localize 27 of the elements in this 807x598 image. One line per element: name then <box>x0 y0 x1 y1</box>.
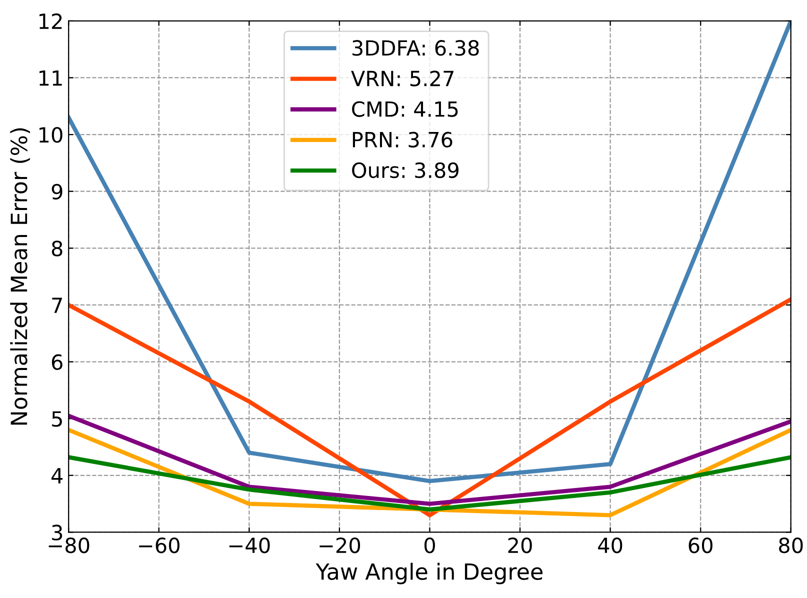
y-tick-label: 12 <box>40 13 62 29</box>
legend-label: VRN: 5.27 <box>351 70 454 86</box>
x-tick-label: 20 <box>508 537 532 554</box>
legend-label: 3DDFA: 6.38 <box>352 40 479 56</box>
x-tick-label: 60 <box>688 537 712 554</box>
y-tick-label: 5 <box>52 411 62 427</box>
y-tick-label: 7 <box>52 298 62 313</box>
line-series <box>68 297 791 518</box>
x-tick-label: 0 <box>424 537 435 554</box>
legend-label: Ours: 3.89 <box>352 162 458 178</box>
x-tick-label: −40 <box>229 537 270 554</box>
y-tick-label: 6 <box>52 354 62 370</box>
x-tick-label: −60 <box>139 537 180 554</box>
y-axis-title: Normalized Mean Error (%) <box>10 128 30 425</box>
y-tick-label: 8 <box>52 240 62 256</box>
x-tick-label: −20 <box>320 537 360 554</box>
x-tick-label: 80 <box>779 537 803 554</box>
line-series <box>68 414 791 506</box>
legend-label: PRN: 3.76 <box>352 132 452 148</box>
x-axis-title: Yaw Angle in Degree <box>316 562 542 584</box>
x-tick-label: 40 <box>598 537 622 554</box>
line-series <box>68 455 791 512</box>
y-tick-label: 9 <box>52 184 62 200</box>
y-tick-label: 11 <box>40 70 62 86</box>
y-tick-label: 10 <box>40 127 62 143</box>
legend-label: CMD: 4.15 <box>352 101 458 117</box>
y-tick-label: 4 <box>52 468 63 484</box>
